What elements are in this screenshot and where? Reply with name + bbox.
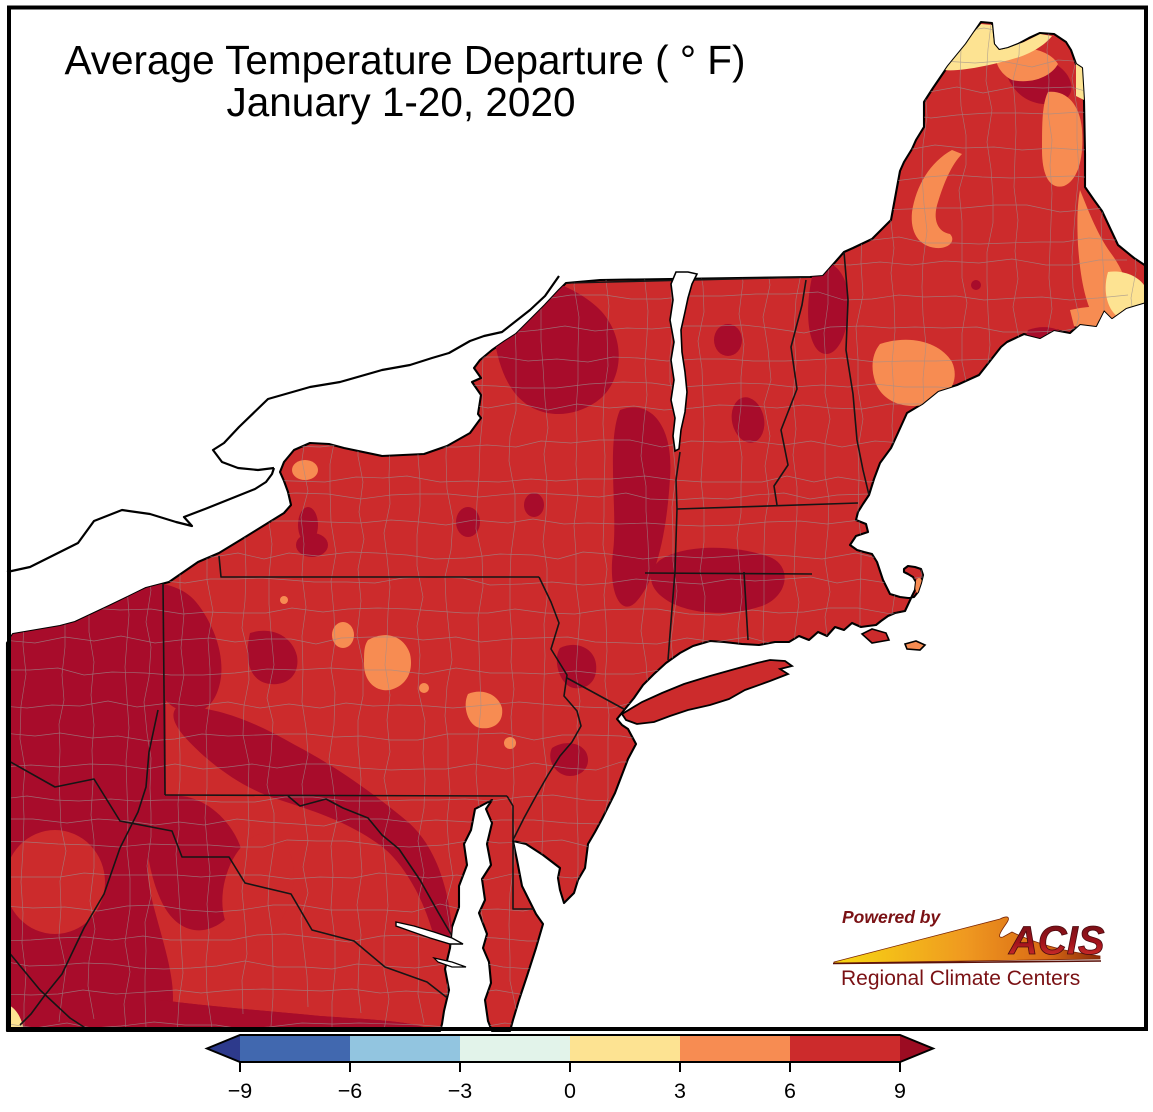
svg-text:Powered by: Powered by [842, 907, 941, 927]
svg-text:3: 3 [674, 1079, 686, 1103]
svg-text:Regional Climate Centers: Regional Climate Centers [841, 967, 1080, 990]
svg-text:ACIS: ACIS [1008, 919, 1105, 963]
svg-text:January 1-20, 2020: January 1-20, 2020 [227, 79, 576, 125]
svg-text:6: 6 [784, 1079, 796, 1103]
svg-text:−9: −9 [228, 1079, 253, 1103]
svg-text:−3: −3 [448, 1079, 473, 1103]
svg-text:−6: −6 [338, 1079, 363, 1103]
svg-text:Average Temperature Departure: Average Temperature Departure ( ° F) [64, 37, 745, 83]
svg-text:9: 9 [894, 1079, 906, 1103]
svg-text:0: 0 [564, 1079, 576, 1103]
